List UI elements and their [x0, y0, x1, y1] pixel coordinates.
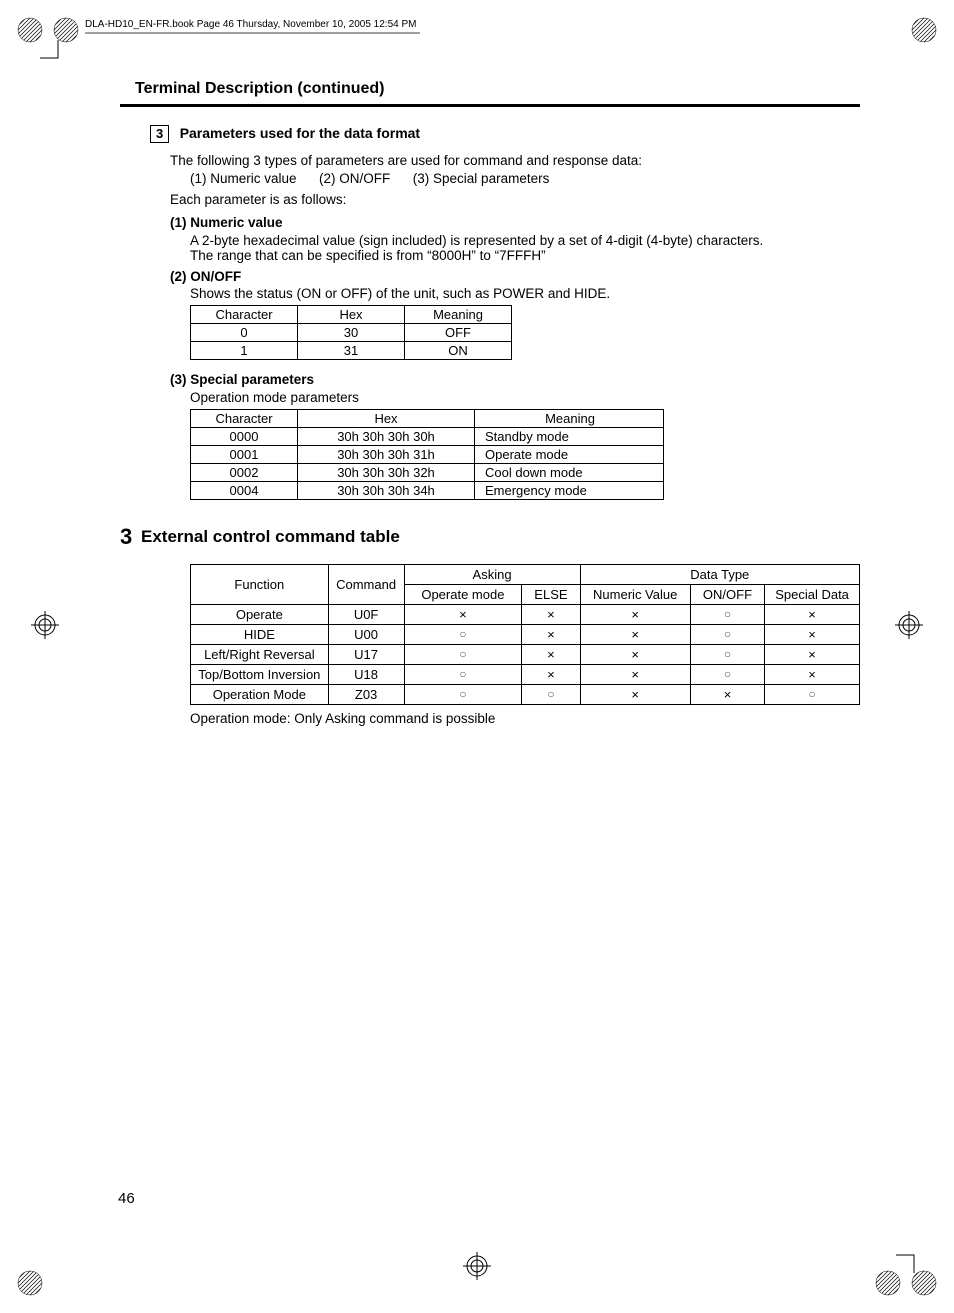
table-row: 000030h 30h 30h 30hStandby mode [191, 427, 664, 445]
intro-text: The following 3 types of parameters are … [170, 151, 860, 171]
onoff-table: Character Hex Meaning 0 30 OFF 1 31 ON [190, 305, 512, 360]
parameters-heading: Parameters used for the data format [180, 125, 420, 141]
table-row: Function Command Asking Data Type [191, 564, 860, 584]
p2-heading: (2) ON/OFF [170, 267, 860, 287]
th-meaning: Meaning [405, 306, 512, 324]
command-table: Function Command Asking Data Type Operat… [190, 564, 860, 705]
each-follows: Each parameter is as follows: [170, 190, 860, 210]
th-hex: Hex [298, 306, 405, 324]
table-row: 000130h 30h 30h 31hOperate mode [191, 445, 664, 463]
external-control-title: External control command table [141, 527, 400, 546]
table-row: Left/Right ReversalU17○××○× [191, 644, 860, 664]
modes-table: Character Hex Meaning 000030h 30h 30h 30… [190, 409, 664, 500]
table-row: HIDEU00○××○× [191, 624, 860, 644]
table-row: 000430h 30h 30h 34hEmergency mode [191, 481, 664, 499]
table-row: 0 30 OFF [191, 324, 512, 342]
th-character: Character [191, 306, 298, 324]
p3-line1: Operation mode parameters [190, 390, 860, 405]
table-row: 000230h 30h 30h 32hCool down mode [191, 463, 664, 481]
page-title: Terminal Description (continued) [135, 80, 860, 98]
table-row: Character Hex Meaning [191, 306, 512, 324]
p1-heading: (1) Numeric value [170, 213, 860, 233]
table-row: 1 31 ON [191, 342, 512, 360]
table-row: Operation ModeZ03○○××○ [191, 684, 860, 704]
table-row: OperateU0F×××○× [191, 604, 860, 624]
command-footnote: Operation mode: Only Asking command is p… [190, 711, 860, 726]
external-control-heading: 3 External control command table [120, 524, 860, 550]
p3-heading: (3) Special parameters [170, 370, 860, 390]
p1-line2: The range that can be specified is from … [190, 248, 860, 263]
p1-line1: A 2-byte hexadecimal value (sign include… [190, 233, 860, 248]
p2-line1: Shows the status (ON or OFF) of the unit… [190, 286, 860, 301]
section-number-3: 3 [120, 524, 132, 549]
table-row: Top/Bottom InversionU18○××○× [191, 664, 860, 684]
page-number: 46 [118, 1190, 135, 1207]
book-header-meta: DLA-HD10_EN-FR.book Page 46 Thursday, No… [85, 19, 416, 30]
title-rule [120, 104, 860, 107]
types-line: (1) Numeric value (2) ON/OFF (3) Special… [190, 171, 860, 186]
boxed-number-3: 3 [150, 125, 169, 143]
table-row: Character Hex Meaning [191, 409, 664, 427]
